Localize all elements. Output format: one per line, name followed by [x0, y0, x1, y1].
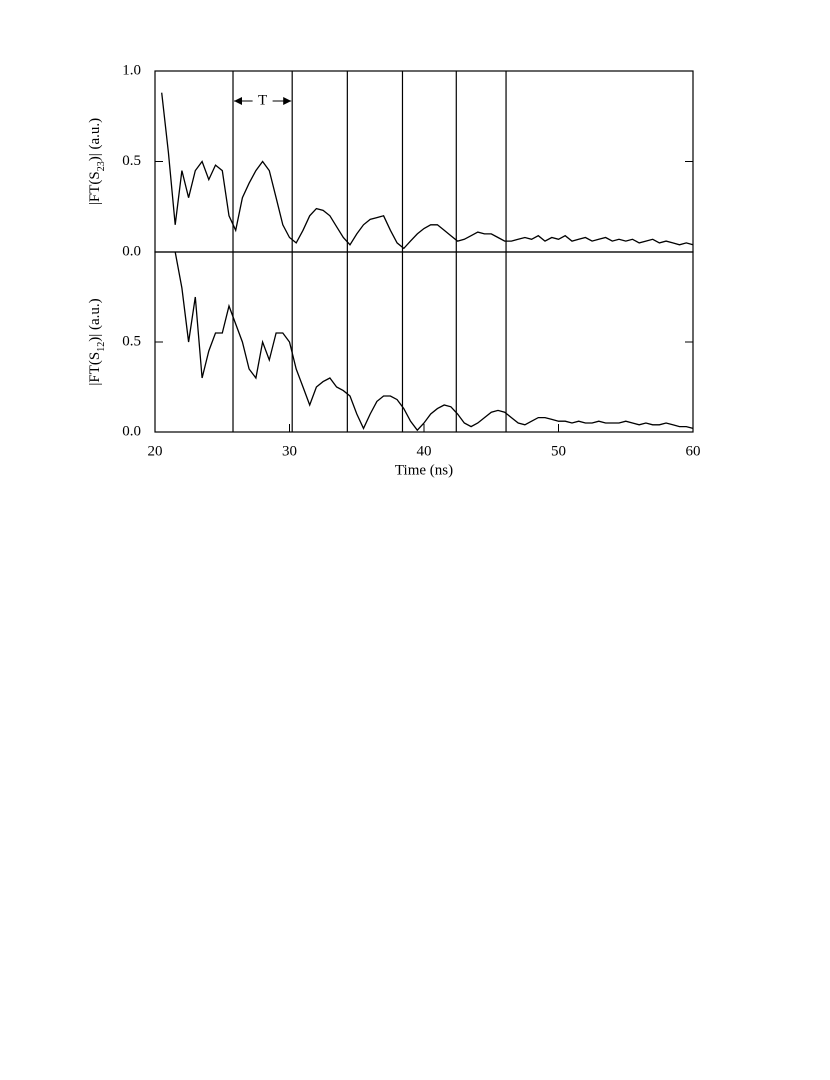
x-tick-label: 50 [551, 443, 566, 459]
y-label-text: |FT(S [87, 352, 103, 386]
y-axis-label: |FT(S23)| (a.u.) [87, 118, 106, 205]
y-label-sub: 12 [96, 342, 107, 352]
y-tick-label: 0.0 [122, 243, 141, 259]
y-label-sub: 23 [96, 161, 107, 171]
x-axis-label: Time (ns) [395, 462, 453, 478]
data-line [174, 251, 694, 432]
x-tick-label: 60 [686, 443, 701, 459]
y-tick-label: 0.5 [122, 333, 141, 349]
data-line [161, 92, 694, 250]
x-tick-label: 20 [148, 443, 163, 459]
x-tick-label: 30 [282, 443, 297, 459]
plot-frame [154, 251, 694, 433]
plot-frame [154, 70, 694, 253]
y-label-text: |FT(S [87, 171, 103, 205]
y-axis-label: |FT(S12)| (a.u.) [87, 298, 106, 385]
y-tick-label: 1.0 [122, 62, 141, 78]
x-tick-label: 40 [417, 443, 432, 459]
annotation-text: T [258, 92, 267, 108]
y-label-text: )| (a.u.) [87, 118, 103, 161]
y-tick-label: 0.0 [122, 423, 141, 439]
y-tick-label: 0.5 [122, 153, 141, 169]
y-label-text: )| (a.u.) [87, 298, 103, 341]
